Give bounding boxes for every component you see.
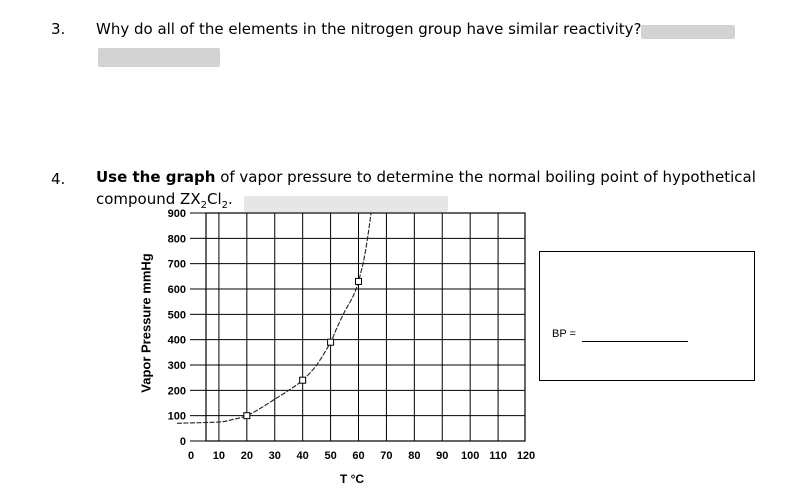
compound-prefix: compound ZX (96, 190, 201, 208)
x-tick-label: 120 (517, 450, 535, 462)
question-4-line1: of vapor pressure to determine the norma… (220, 168, 756, 186)
compound-subscript: 2 (221, 200, 228, 211)
x-tick-label: 20 (241, 450, 253, 462)
data-point-marker (355, 277, 362, 285)
answer-box: BP = (539, 251, 755, 381)
bp-answer-blank[interactable] (582, 341, 688, 342)
x-axis-label: T °C (340, 472, 364, 486)
x-tick-label: 0 (188, 450, 194, 462)
x-tick-label: 10 (213, 450, 225, 462)
series-line (177, 212, 372, 424)
question-4-emphasis: Use the graph (96, 168, 216, 186)
question-4-number: 4. (51, 170, 66, 188)
redacted-answer (244, 196, 448, 212)
y-axis-label: Vapor Pressure mmHg (138, 253, 154, 393)
y-tick-label: 200 (168, 385, 186, 397)
y-tick-label: 800 (168, 233, 186, 245)
plot-frame (205, 212, 526, 442)
y-tick-label: 100 (168, 411, 186, 423)
x-tick-label: 90 (436, 450, 448, 462)
x-tick-label: 100 (461, 450, 479, 462)
y-tick-label: 300 (168, 360, 186, 372)
question-3-number: 3. (51, 20, 66, 38)
x-tick-label: 30 (269, 450, 281, 462)
y-tick-label: 500 (168, 309, 186, 321)
y-tick-label: 0 (180, 436, 186, 448)
data-point-marker (327, 338, 335, 346)
compound-mid: Cl (206, 190, 222, 208)
redacted-answer (98, 48, 220, 67)
x-tick-label: 50 (324, 450, 336, 462)
data-point-marker (299, 376, 307, 384)
x-tick-label: 80 (408, 450, 420, 462)
question-4-text: Use the graph of vapor pressure to deter… (96, 166, 756, 217)
x-tick-label: 110 (489, 450, 507, 462)
y-tick-label: 700 (168, 259, 186, 271)
x-tick-label: 40 (297, 450, 309, 462)
x-tick-label: 70 (380, 450, 392, 462)
data-point-marker (243, 412, 251, 420)
y-tick-label: 600 (168, 284, 186, 296)
question-3-prompt: Why do all of the elements in the nitrog… (96, 20, 642, 38)
redacted-answer (641, 25, 735, 39)
question-3-text: Why do all of the elements in the nitrog… (96, 18, 642, 40)
bp-label: BP = (552, 328, 576, 340)
y-tick-label: 400 (168, 335, 186, 347)
compound-suffix: . (228, 190, 233, 208)
y-tick-label: 900 (168, 208, 186, 220)
x-tick-label: 60 (352, 450, 364, 462)
compound-subscript: 2 (200, 200, 207, 211)
